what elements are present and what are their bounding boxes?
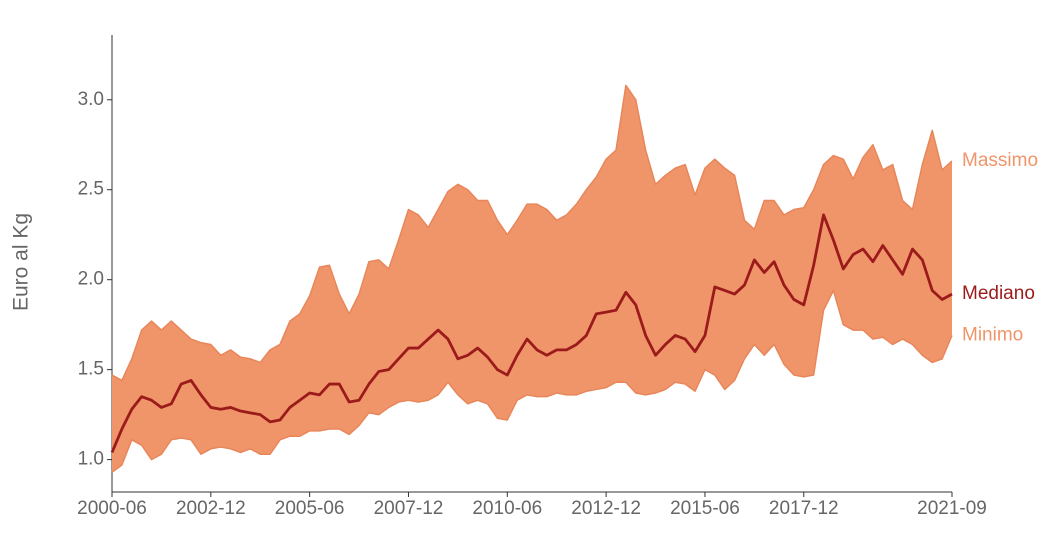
median-line [110,213,953,453]
x-tick-label: 2000-06 [77,498,147,519]
y-tick-label: 1.5 [78,359,104,380]
x-tick-label: 2021-09 [917,498,987,519]
x-tick-label: 2017-12 [769,498,839,519]
y-tick-label: 3.0 [78,89,104,110]
range-area [112,85,952,473]
series-label: Massimo [962,150,1038,171]
y-tick-label: 1.0 [78,449,104,470]
series-label: Mediano [962,283,1035,304]
y-axis-label: Euro al Kg [10,213,33,311]
x-tick-label: 2015-06 [670,498,740,519]
x-tick-label: 2002-12 [176,498,246,519]
x-tick-label: 2005-06 [275,498,345,519]
x-tick-label: 2007-12 [374,498,444,519]
range-edge [111,289,953,473]
series-label: Minimo [962,324,1023,345]
x-tick-label: 2010-06 [472,498,542,519]
y-tick-label: 2.0 [78,269,104,290]
range-edge [111,84,953,382]
x-tick-label: 2012-12 [571,498,641,519]
y-tick-label: 2.5 [78,179,104,200]
